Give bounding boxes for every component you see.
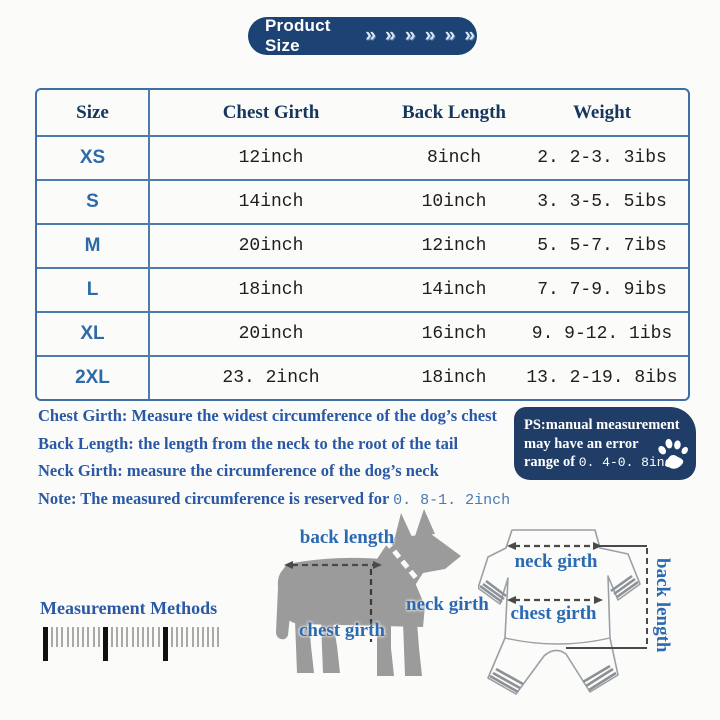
ruler-tick (82, 627, 85, 647)
measure-notes: Chest Girth: Measure the widest circumfe… (38, 403, 518, 513)
dog-back-length-label: back length (299, 527, 395, 548)
ruler-segment (162, 627, 223, 661)
garment-neck-girth-label: neck girth (514, 551, 598, 572)
back-length-cell: 8inch (426, 148, 481, 168)
table-body: XS 12inch 8inch 2. 2-3. 3ibs S 14inch 10… (37, 135, 688, 399)
ruler-tick (181, 627, 184, 647)
ps-note-badge: PS:manual measurement may have an error … (514, 407, 696, 480)
ruler-tick (207, 627, 210, 647)
garment-chest-girth-label: chest girth (510, 603, 597, 624)
size-cell: M (37, 225, 150, 267)
ruler-tick (121, 627, 124, 647)
chevrons-icon: » » » » » » (365, 25, 477, 46)
ruler-tick (87, 627, 90, 647)
col-header-back: Back Length (402, 101, 506, 123)
col-header-size: Size (37, 90, 150, 135)
chest-girth-cell: 12inch (238, 148, 304, 168)
ruler-tick (126, 627, 129, 647)
dog-chest-girth-label: chest girth (298, 620, 385, 641)
ruler-tick (175, 627, 178, 647)
size-cell: 2XL (37, 357, 150, 399)
weight-cell: 7. 7-9. 9ibs (537, 280, 667, 300)
ruler-tick (71, 627, 74, 647)
size-cell: S (37, 181, 150, 223)
ruler-tick (66, 627, 69, 647)
ruler-segment (43, 627, 103, 661)
note-line: Back Length: the length from the neck to… (38, 433, 459, 453)
paw-icon (658, 438, 688, 469)
ruler-tick (147, 627, 150, 647)
back-length-cell: 12inch (421, 236, 487, 256)
chest-girth-cell: 20inch (238, 324, 304, 344)
ruler-tick (152, 627, 155, 647)
ruler-segment (102, 627, 163, 661)
ruler-tick (212, 627, 215, 647)
chest-girth-cell: 20inch (238, 236, 304, 256)
measurement-methods-title: Measurement Methods (40, 598, 218, 618)
weight-cell: 3. 3-5. 5ibs (537, 192, 667, 212)
ruler-tick (92, 627, 95, 647)
ruler-tick (170, 627, 173, 647)
note-line: Neck Girth: measure the circumference of… (38, 461, 439, 480)
weight-cell: 13. 2-19. 8ibs (526, 368, 678, 388)
ruler-tick (186, 627, 189, 647)
ps-line-1: PS:manual measurement (524, 417, 680, 433)
chest-girth-cell: 23. 2inch (222, 368, 320, 388)
weight-cell: 9. 9-12. 1ibs (531, 324, 673, 344)
ruler-tick (110, 627, 113, 647)
table-row: XS 12inch 8inch 2. 2-3. 3ibs (37, 135, 688, 179)
size-cell: L (37, 269, 150, 311)
col-header-chest: Chest Girth (222, 101, 320, 123)
back-length-cell: 16inch (421, 324, 487, 344)
table-row: 2XL 23. 2inch 18inch 13. 2-19. 8ibs (37, 355, 688, 399)
table-row: L 18inch 14inch 7. 7-9. 9ibs (37, 267, 688, 311)
ruler-tick (201, 627, 204, 647)
table-row: S 14inch 10inch 3. 3-5. 5ibs (37, 179, 688, 223)
table-header-row: Size Chest Girth Back Length Weight (37, 90, 688, 135)
ps-line-2: may have an error (524, 435, 639, 452)
dog-neck-girth-label: neck girth (406, 594, 489, 615)
note-line: Chest Girth: Measure the widest circumfe… (38, 406, 497, 425)
ruler-tick (51, 627, 53, 647)
weight-cell: 2. 2-3. 3ibs (537, 148, 667, 168)
col-header-weight: Weight (572, 101, 632, 123)
back-length-cell: 14inch (421, 280, 487, 300)
ps-line-3: range of 0. 4-0. 8inch (524, 454, 681, 470)
chest-girth-cell: 18inch (238, 280, 304, 300)
back-length-cell: 10inch (421, 192, 487, 212)
size-cell: XL (37, 313, 150, 355)
dog-silhouette (276, 509, 461, 676)
ruler-tick (157, 627, 160, 647)
table-row: M 20inch 12inch 5. 5-7. 7ibs (37, 223, 688, 267)
product-size-badge: Product Size » » » » » » (248, 16, 477, 55)
ruler-icon (43, 627, 223, 661)
ruler-tick (136, 627, 139, 647)
garment-outline (478, 529, 648, 695)
weight-cell: 5. 5-7. 7ibs (537, 236, 667, 256)
ruler-tick (142, 627, 144, 647)
ruler-tick (61, 627, 64, 647)
badge-title: Product Size (265, 16, 331, 55)
ruler-tick (217, 627, 220, 647)
ruler-tick (116, 627, 119, 647)
table-row: XL 20inch 16inch 9. 9-12. 1ibs (37, 311, 688, 355)
note-line: Note: The measured circumference is rese… (38, 488, 511, 509)
ruler-tick (191, 627, 194, 647)
ruler-tick (56, 627, 59, 647)
chest-girth-cell: 14inch (238, 192, 304, 212)
ruler-tick (196, 627, 199, 647)
garment-back-length-label: back length (652, 558, 673, 653)
size-table: Size Chest Girth Back Length Weight XS 1… (35, 88, 690, 401)
ruler-tick (131, 627, 134, 647)
ruler-tick (97, 627, 100, 647)
size-cell: XS (37, 137, 150, 179)
back-length-cell: 18inch (421, 368, 487, 388)
ruler-tick (76, 627, 79, 647)
